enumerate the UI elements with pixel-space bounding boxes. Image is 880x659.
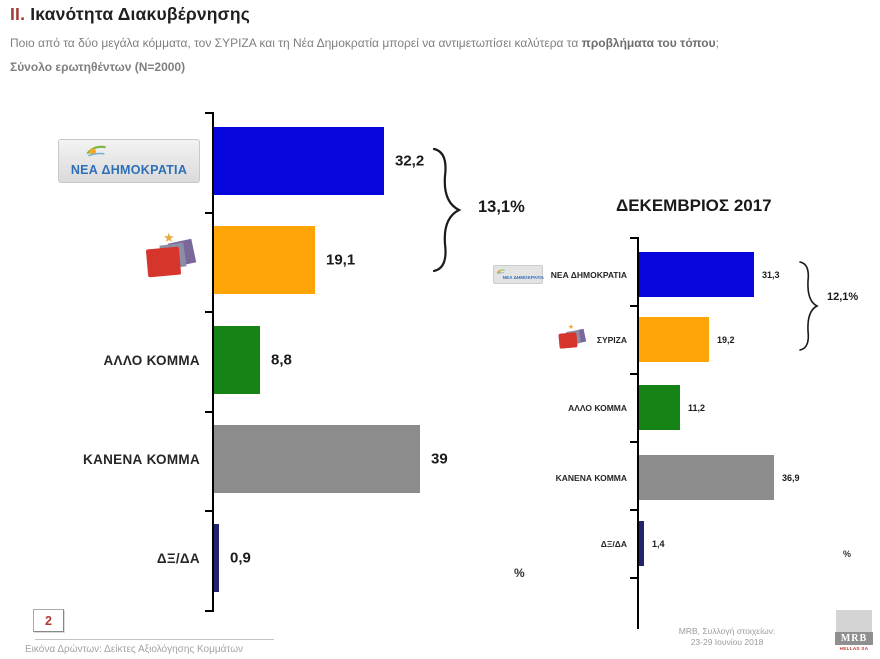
axis-tick <box>205 112 212 114</box>
axis-tick <box>630 577 637 579</box>
axis-tick <box>630 305 637 307</box>
axis-tick <box>205 212 212 214</box>
syriza-logo: ★ <box>145 230 200 289</box>
page-title: II. Ικανότητα Διακυβέρνησης <box>10 4 870 25</box>
category-cell: ★ <box>40 226 200 294</box>
nea-dimokratia-logo: ΝΕΑ ΔΗΜΟΚΡΑΤΙΑ <box>492 265 544 284</box>
bar <box>214 326 260 394</box>
section-number: II. <box>10 4 26 24</box>
chart-december-2017: 31,3 ΝΕΑ ΔΗΜΟΚΡΑΤΙΑ ΝΕΑ ΔΗΜΟΚΡΑΤΙΑ 19,2 ★ ΣΥΡ… <box>492 237 880 637</box>
bar-value: 19,1 <box>326 251 356 269</box>
category-cell: ΑΛΛΟ ΚΟΜΜΑ <box>40 326 200 394</box>
category-label: ΑΛΛΟ ΚΟΜΜΑ <box>568 402 627 413</box>
chart-december-title: ΔΕΚΕΜΒΡΙΟΣ 2017 <box>616 196 772 215</box>
bar-value: 39 <box>431 450 448 468</box>
data-source-line1: MRB, Συλλογή στοιχείων: <box>678 626 776 636</box>
difference-label-left: 13,1% <box>478 198 525 216</box>
axis-tick <box>630 237 637 239</box>
axis-tick <box>205 510 212 512</box>
footer-divider <box>35 639 274 640</box>
category-cell: ΑΛΛΟ ΚΟΜΜΑ <box>495 385 627 430</box>
axis-tick <box>630 373 637 375</box>
question-punctuation: ; <box>715 36 719 50</box>
mrb-logo-mark <box>836 610 872 632</box>
category-label: ΔΞ/ΔΑ <box>156 550 200 566</box>
bar <box>639 252 754 297</box>
category-label: ΑΛΛΟ ΚΟΜΜΑ <box>103 352 200 368</box>
bar-value: 1,4 <box>652 538 665 549</box>
nd-flame-icon <box>496 269 505 275</box>
bar <box>214 425 420 493</box>
unit-label-left: % <box>514 566 525 580</box>
category-label: ΣΥΡΙΖΑ <box>596 334 627 345</box>
axis-tick <box>205 610 212 612</box>
flag-shape <box>558 331 578 349</box>
category-cell: ΚΑΝΕΝΑ ΚΟΜΜΑ <box>495 455 627 500</box>
sample-size: Σύνολο ερωτηθέντων (N=2000) <box>10 60 186 74</box>
category-cell: ΔΞ/ΔΑ <box>40 524 200 592</box>
difference-brace-right <box>799 261 819 351</box>
difference-label-right: 12,1% <box>827 291 859 303</box>
category-cell: ΝΕΑ ΔΗΜΟΚΡΑΤΙΑ <box>40 127 200 195</box>
category-cell: ΔΞ/ΔΑ <box>495 521 627 566</box>
bar <box>639 385 680 430</box>
bar <box>639 317 709 362</box>
bar <box>214 226 315 294</box>
mrb-logo: MRB HELLAS SA <box>835 610 873 652</box>
bar <box>639 521 644 566</box>
axis-line <box>212 112 214 612</box>
category-cell: ★ ΣΥΡΙΖΑ <box>495 317 627 362</box>
bar <box>214 127 384 195</box>
nea-dimokratia-logo-text: ΝΕΑ ΔΗΜΟΚΡΑΤΙΑ <box>502 275 544 280</box>
axis-tick <box>205 311 212 313</box>
syriza-logo: ★ <box>558 323 589 356</box>
axis-line <box>637 237 639 629</box>
chart-current-survey: 32,2 ΝΕΑ ΔΗΜΟΚΡΑΤΙΑ 19,1 ★ 8,8 ΑΛΛΟ ΚΟΜΜΑ 39 ΚΑ… <box>40 112 527 624</box>
star-icon: ★ <box>163 230 175 245</box>
category-cell: ΝΕΑ ΔΗΜΟΚΡΑΤΙΑ ΝΕΑ ΔΗΜΟΚΡΑΤΙΑ <box>492 252 627 297</box>
flag-shape <box>145 246 182 278</box>
category-label: ΚΑΝΕΝΑ ΚΟΜΜΑ <box>555 472 627 483</box>
question-bold-text: προβλήματα του τόπου <box>581 36 716 50</box>
data-source: MRB, Συλλογή στοιχείων: 23-29 Ιουνίου 20… <box>648 626 806 649</box>
axis-tick <box>205 411 212 413</box>
page-number: 2 <box>33 609 64 632</box>
bar <box>639 455 774 500</box>
nea-dimokratia-logo: ΝΕΑ ΔΗΜΟΚΡΑΤΙΑ <box>58 139 200 183</box>
difference-brace-left <box>432 147 462 273</box>
category-label: ΚΑΝΕΝΑ ΚΟΜΜΑ <box>83 451 200 467</box>
bar-value: 8,8 <box>271 351 292 369</box>
header: II. Ικανότητα Διακυβέρνησης Ποιο από τα δ… <box>10 4 870 76</box>
page-title-text: Ικανότητα Διακυβέρνησης <box>30 4 251 24</box>
mrb-logo-text: MRB <box>835 632 873 645</box>
data-source-line2: 23-29 Ιουνίου 2018 <box>690 637 764 648</box>
bar-value: 36,9 <box>782 472 800 483</box>
bar-value: 0,9 <box>230 549 251 567</box>
bar-value: 19,2 <box>717 334 735 345</box>
axis-tick <box>630 441 637 443</box>
category-label: ΔΞ/ΔΑ <box>600 538 627 549</box>
footer-note: Εικόνα Δρώντων: Δείκτες Αξιολόγησης Κομμ… <box>25 644 244 655</box>
survey-question: Ποιο από τα δύο μεγάλα κόμματα, τον ΣΥΡΙ… <box>10 34 870 52</box>
unit-label-right: % <box>843 549 852 559</box>
bar-value: 11,2 <box>688 402 706 413</box>
star-icon: ★ <box>567 323 575 331</box>
bar-value: 32,2 <box>395 152 425 170</box>
bar-value: 31,3 <box>762 269 780 280</box>
mrb-logo-subtext: HELLAS SA <box>839 646 869 651</box>
axis-tick <box>630 509 637 511</box>
nd-flame-icon <box>86 145 106 157</box>
question-text: Ποιο από τα δύο μεγάλα κόμματα, τον ΣΥΡΙ… <box>10 36 582 50</box>
category-label: ΝΕΑ ΔΗΜΟΚΡΑΤΙΑ <box>550 269 627 280</box>
category-cell: ΚΑΝΕΝΑ ΚΟΜΜΑ <box>40 425 200 493</box>
nea-dimokratia-logo-text: ΝΕΑ ΔΗΜΟΚΡΑΤΙΑ <box>70 163 188 177</box>
bar <box>214 524 219 592</box>
